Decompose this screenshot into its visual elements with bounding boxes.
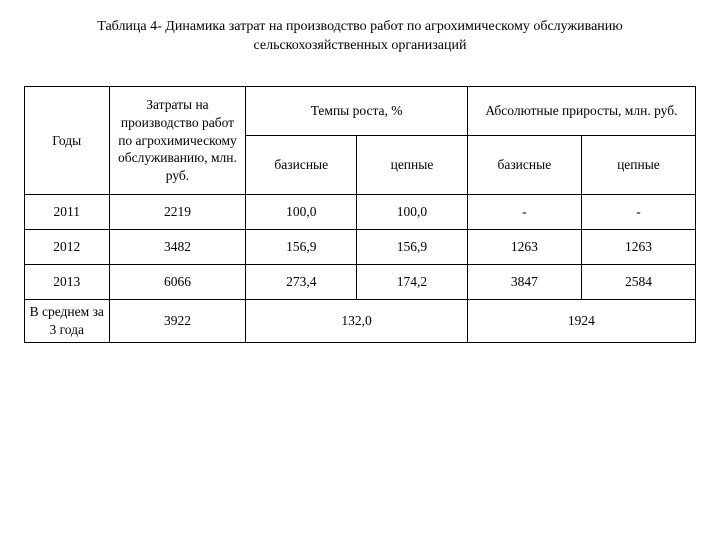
table-row: 2012 3482 156,9 156,9 1263 1263	[25, 229, 696, 264]
table-row: 2011 2219 100,0 100,0 - -	[25, 194, 696, 229]
cell-avg-growth: 132,0	[246, 299, 467, 342]
cell-year: 2012	[25, 229, 110, 264]
cell-avg-cost: 3922	[109, 299, 246, 342]
col-header-costs: Затраты на производство работ по агрохим…	[109, 86, 246, 194]
col-header-growth-group: Темпы роста, %	[246, 86, 467, 135]
cell-growth-chain: 100,0	[357, 194, 468, 229]
page: Таблица 4- Динамика затрат на производст…	[0, 0, 720, 343]
col-header-years: Годы	[25, 86, 110, 194]
cell-year: 2011	[25, 194, 110, 229]
col-header-abs-chain: цепные	[581, 135, 695, 194]
cell-abs-base: 3847	[467, 264, 581, 299]
col-header-growth-base: базисные	[246, 135, 357, 194]
cell-abs-base: -	[467, 194, 581, 229]
col-header-abs-base: базисные	[467, 135, 581, 194]
cell-cost: 3482	[109, 229, 246, 264]
cell-abs-chain: -	[581, 194, 695, 229]
data-table: Годы Затраты на производство работ по аг…	[24, 86, 696, 343]
table-caption: Таблица 4- Динамика затрат на производст…	[24, 18, 696, 56]
caption-line-1: Таблица 4- Динамика затрат на производст…	[97, 19, 623, 34]
cell-growth-base: 100,0	[246, 194, 357, 229]
cell-growth-chain: 174,2	[357, 264, 468, 299]
cell-abs-base: 1263	[467, 229, 581, 264]
cell-avg-label: В среднем за 3 года	[25, 299, 110, 342]
caption-line-2: сельскохозяйственных организаций	[254, 38, 467, 53]
table-header-row-1: Годы Затраты на производство работ по аг…	[25, 86, 696, 135]
col-header-growth-chain: цепные	[357, 135, 468, 194]
cell-year: 2013	[25, 264, 110, 299]
cell-growth-base: 273,4	[246, 264, 357, 299]
cell-avg-abs: 1924	[467, 299, 695, 342]
table-row-average: В среднем за 3 года 3922 132,0 1924	[25, 299, 696, 342]
cell-abs-chain: 2584	[581, 264, 695, 299]
table-row: 2013 6066 273,4 174,2 3847 2584	[25, 264, 696, 299]
cell-cost: 2219	[109, 194, 246, 229]
cell-cost: 6066	[109, 264, 246, 299]
col-header-abs-group: Абсолютные приросты, млн. руб.	[467, 86, 695, 135]
cell-abs-chain: 1263	[581, 229, 695, 264]
cell-growth-base: 156,9	[246, 229, 357, 264]
cell-growth-chain: 156,9	[357, 229, 468, 264]
